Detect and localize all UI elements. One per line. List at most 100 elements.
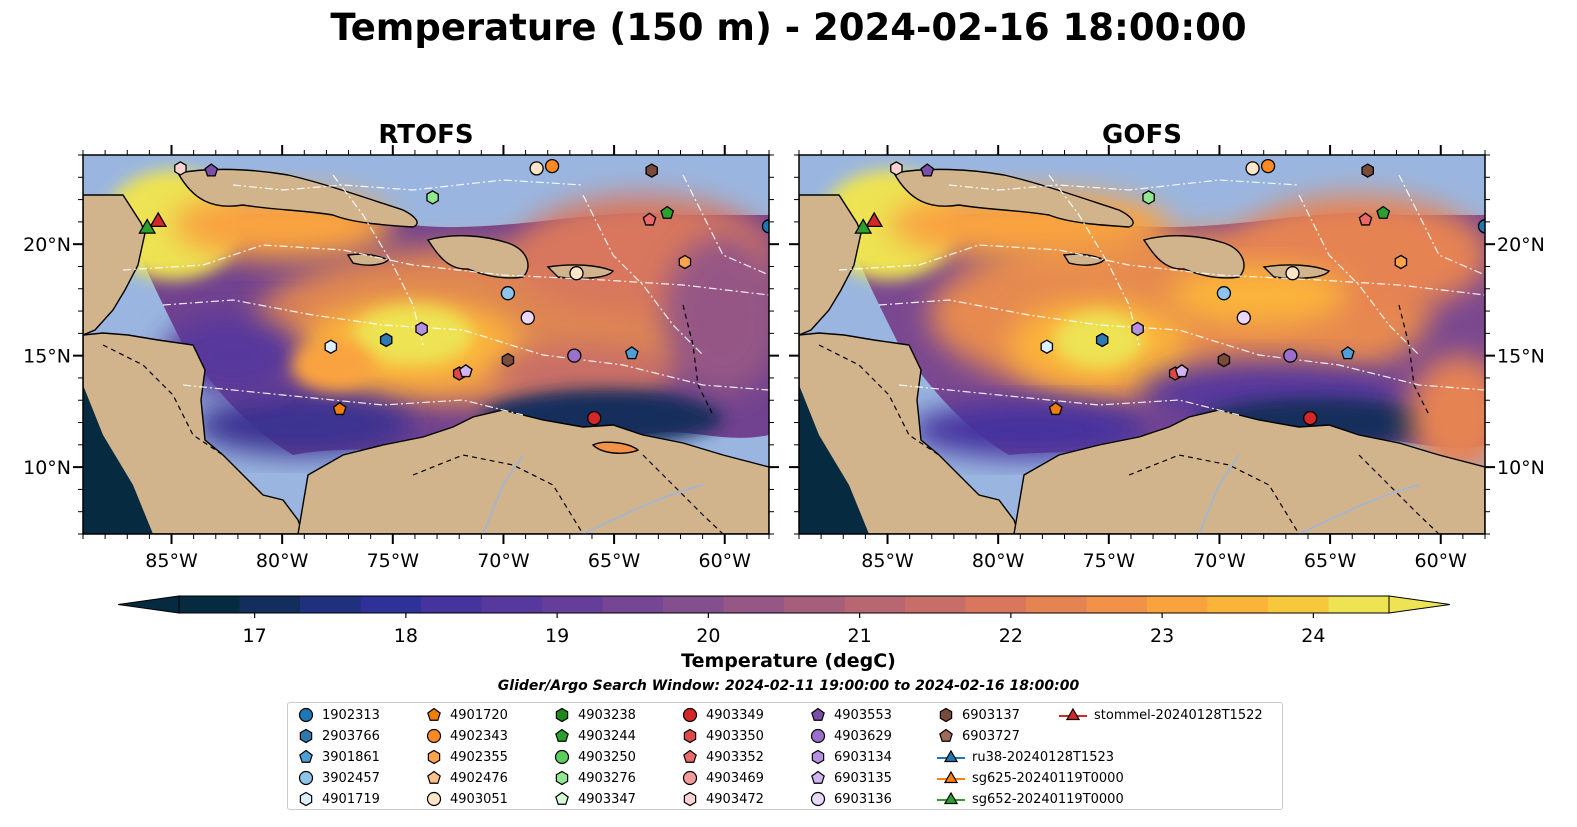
platform-marker <box>890 161 903 176</box>
platform-marker <box>1048 401 1063 416</box>
colorbar-tick-label: 21 <box>848 625 872 647</box>
colorbar-segment <box>1026 596 1087 613</box>
land-hispaniola <box>1142 235 1245 279</box>
platform-marker <box>1216 286 1232 301</box>
platform-marker <box>332 401 347 416</box>
lon-tick-label: 65°W <box>1304 550 1357 572</box>
land-cuba <box>176 168 418 228</box>
triangle-marker-icon <box>937 791 965 805</box>
hexagon-marker-icon <box>683 728 697 744</box>
legend-label: sg625-20240119T0000 <box>972 770 1124 786</box>
platform-marker <box>645 163 658 178</box>
hexagon-marker-icon <box>939 707 953 723</box>
rivers <box>1198 454 1420 534</box>
platform-marker <box>426 190 439 205</box>
land-yucatan <box>83 194 146 336</box>
lon-tick-label: 70°W <box>477 550 530 572</box>
colorbar-tick-label: 18 <box>394 625 418 647</box>
colorbar-tick-label: 22 <box>999 625 1023 647</box>
platform-marker <box>1394 254 1408 270</box>
legend-label: 4903553 <box>834 707 892 723</box>
legend-label: 4903244 <box>578 728 636 744</box>
platform-marker <box>324 339 338 354</box>
lat-tick-label: 10°N <box>23 457 71 479</box>
lon-tick-label: 65°W <box>588 550 641 572</box>
pacific-cold-water <box>83 385 153 534</box>
legend-label: 4903276 <box>578 770 636 786</box>
legend-item: 4902343 <box>424 726 508 746</box>
legend-label: sg652-20240119T0000 <box>972 791 1124 807</box>
legend-item: 4903352 <box>680 747 764 767</box>
legend-label: 3902457 <box>322 770 380 786</box>
legend-item: ru38-20240128T1523 <box>936 747 1114 767</box>
colorbar-tick-label: 23 <box>1150 625 1174 647</box>
lon-tick-label: 70°W <box>1193 550 1246 572</box>
lat-tick-label: 10°N <box>1497 457 1545 479</box>
legend-label: 4902476 <box>450 770 508 786</box>
platform-marker <box>1260 158 1276 174</box>
land-cuba <box>892 168 1134 228</box>
lon-tick-label: 75°W <box>367 550 420 572</box>
platform-marker <box>204 163 219 177</box>
platform-marker <box>660 205 675 219</box>
legend-label: 4902343 <box>450 728 508 744</box>
platform-marker <box>642 212 657 226</box>
legend-item: stommel-20240128T1522 <box>1058 705 1263 725</box>
legend-item: 4901720 <box>424 705 508 725</box>
map-frame-right <box>798 154 1486 535</box>
circle-marker-icon <box>682 770 698 786</box>
legend-item: sg625-20240119T0000 <box>936 768 1124 788</box>
legend-item: 4903276 <box>552 768 636 788</box>
legend-item: sg652-20240119T0000 <box>936 789 1124 809</box>
legend-label: 1902313 <box>322 707 380 723</box>
legend-item: 6903137 <box>936 705 1020 725</box>
legend-item: 4903472 <box>680 789 764 809</box>
search-window-caption: Glider/Argo Search Window: 2024-02-11 19… <box>497 678 1080 694</box>
colorbar-tick-label: 20 <box>696 625 720 647</box>
legend-label: 6903727 <box>962 728 1020 744</box>
legend-item: 4902476 <box>424 768 508 788</box>
colorbar: 17 18 19 20 21 22 23 24 <box>117 595 1451 647</box>
colorbar-segment <box>360 596 422 613</box>
circle-marker-icon <box>810 791 826 807</box>
lon-tick-label: 60°W <box>1415 550 1468 572</box>
platform-marker <box>567 348 582 363</box>
political-borders <box>818 304 1440 534</box>
hexagon-marker-icon <box>811 749 825 765</box>
hexagon-marker-icon <box>299 728 313 744</box>
legend-label: 6903134 <box>834 749 892 765</box>
legend-item: 1902313 <box>296 705 380 725</box>
platform-marker <box>761 219 769 234</box>
platform-marker <box>1358 212 1373 226</box>
circle-marker-icon <box>298 770 314 786</box>
lon-tick-label: 80°W <box>972 550 1025 572</box>
lat-tick-label: 15°N <box>23 346 71 368</box>
colorbar-title: Temperature (degC) <box>681 650 896 672</box>
circle-marker-icon <box>426 791 442 807</box>
platform-marker <box>1283 348 1298 363</box>
legend-item: 4903347 <box>552 789 636 809</box>
legend-label: 4903472 <box>706 791 764 807</box>
triangle-marker-icon <box>1059 707 1087 721</box>
platform-marker <box>1245 161 1260 176</box>
colorbar-segment <box>542 596 603 613</box>
hexagon-marker-icon <box>299 791 313 807</box>
lon-tick-label: 85°W <box>145 550 198 572</box>
platform-marker <box>138 218 157 234</box>
land-yucatan <box>799 194 862 336</box>
legend-label: 4903469 <box>706 770 764 786</box>
pentagon-marker-icon <box>811 707 825 721</box>
platform-marker <box>678 254 692 270</box>
pentagon-marker-icon <box>555 728 569 742</box>
legend-item: 4903349 <box>680 705 764 725</box>
legend-item: 4903469 <box>680 768 764 788</box>
legend-item: 4901719 <box>296 789 380 809</box>
colorbar-segment <box>1268 596 1329 613</box>
legend-label: 4903629 <box>834 728 892 744</box>
platform-marker <box>520 310 535 325</box>
colorbar-segment <box>421 596 482 613</box>
colorbar-segment <box>784 596 845 613</box>
figure-title: Temperature (150 m) - 2024-02-16 18:00:0… <box>330 6 1247 49</box>
platform-marker <box>1040 339 1054 354</box>
